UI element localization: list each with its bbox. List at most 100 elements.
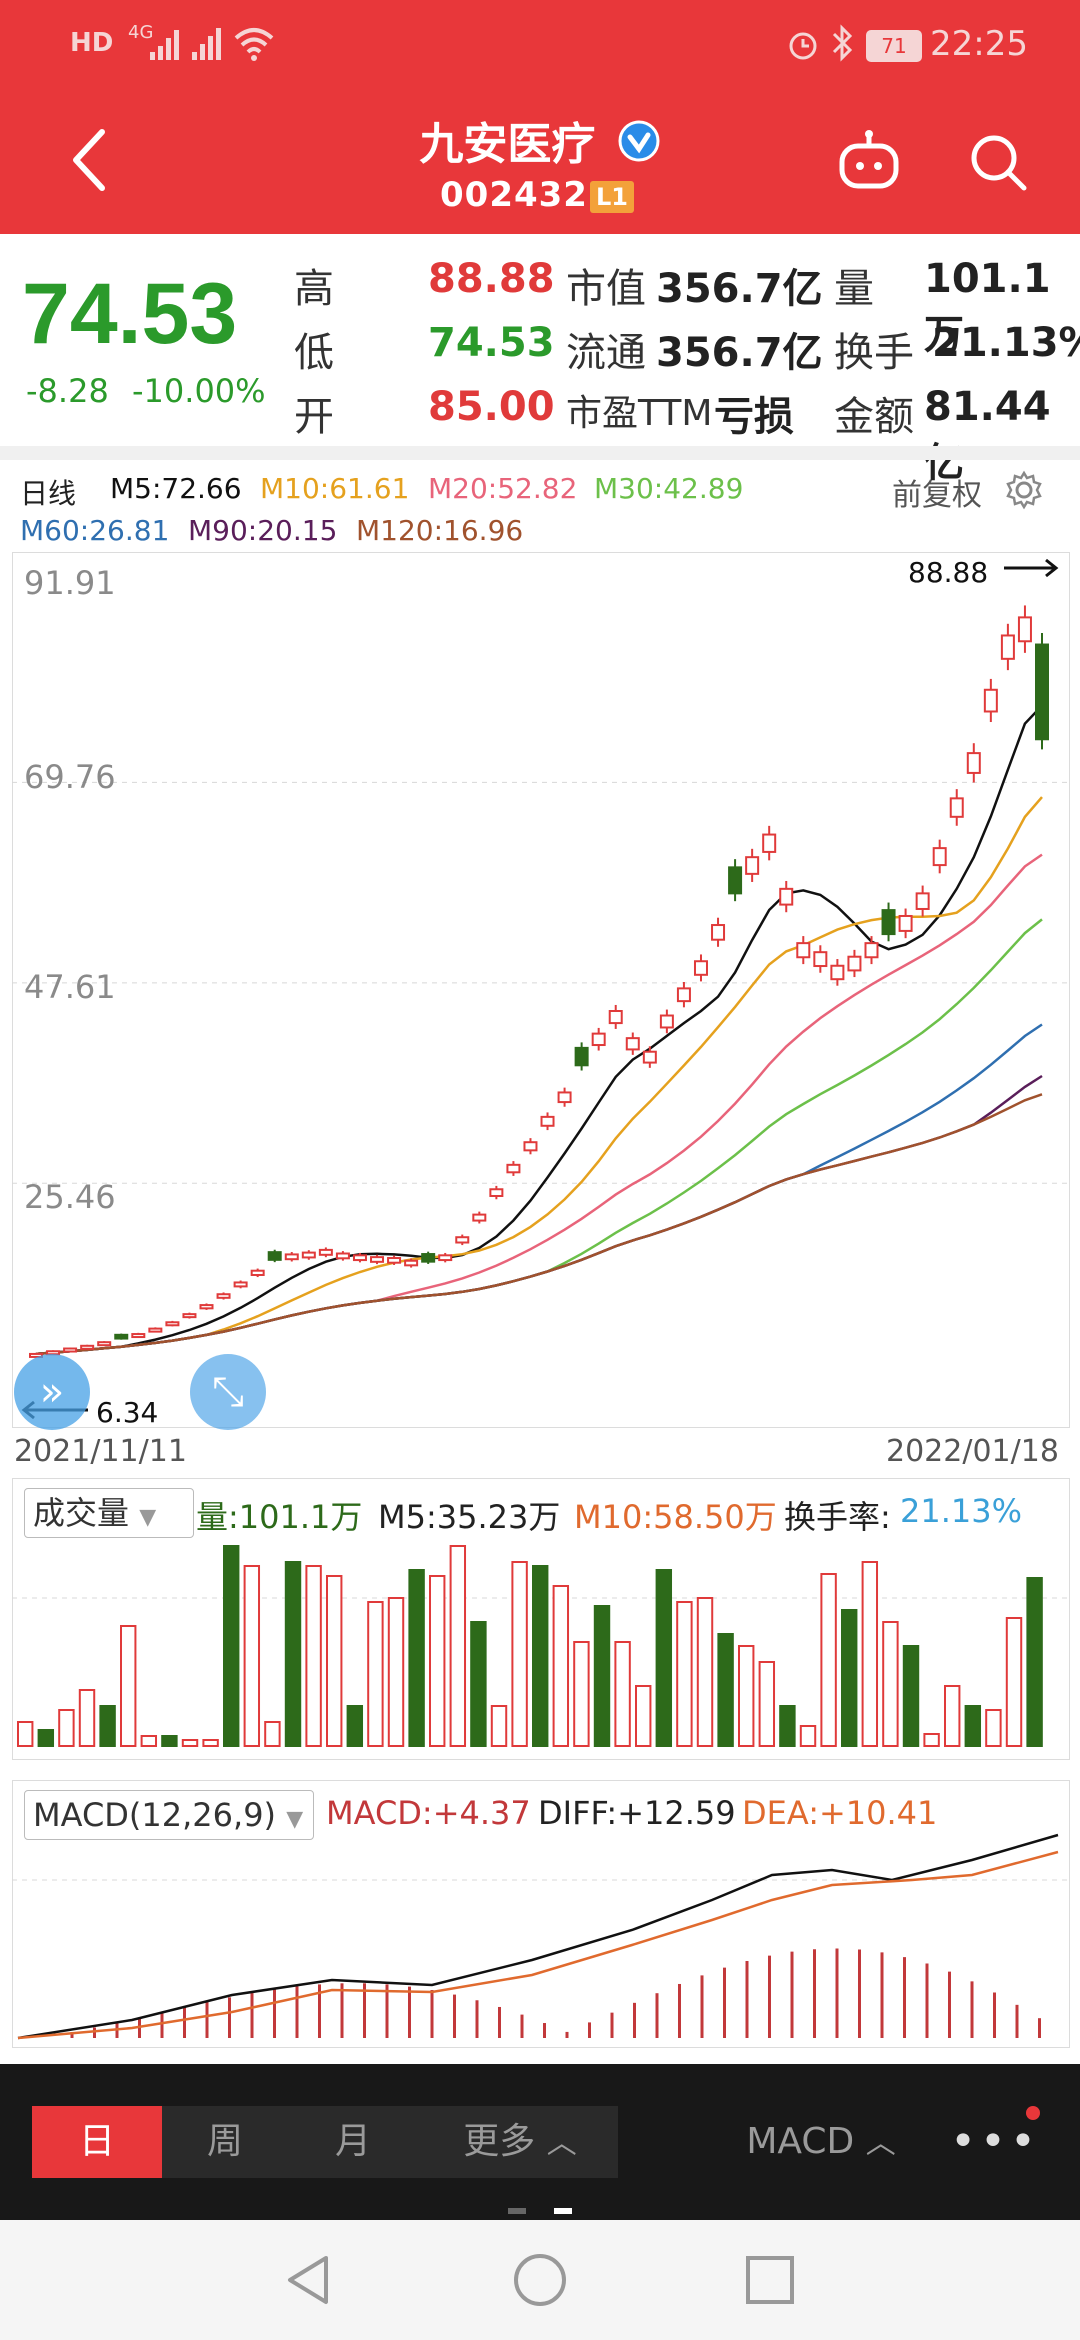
candle-up	[966, 752, 981, 774]
volume-bar-up	[1005, 1617, 1023, 1747]
candle-up	[762, 833, 777, 853]
pe-value: 亏损	[714, 394, 794, 440]
candle-up	[199, 1304, 214, 1310]
period-label: 日线	[20, 477, 77, 510]
candle-up	[796, 942, 811, 959]
network-4g-indicator: 4G	[128, 22, 154, 43]
price-change-pct: -10.00%	[132, 372, 266, 410]
tab-more[interactable]: 更多 ︿	[430, 2106, 610, 2178]
candle-up	[625, 1037, 640, 1051]
back-arrow-icon[interactable]	[62, 120, 122, 200]
volume-indicator-selector[interactable]: 成交量 ▼	[24, 1488, 194, 1538]
current-price: 74.53	[22, 266, 238, 362]
tab-month[interactable]: 月	[334, 2121, 371, 2162]
robot-assistant-icon[interactable]	[836, 130, 902, 192]
adjust-mode-button[interactable]: 前复权	[892, 478, 982, 513]
volume-bar-down	[841, 1609, 858, 1747]
candle-up	[352, 1254, 367, 1262]
ma30-line	[35, 918, 1043, 1356]
open-value: 85.00	[428, 384, 555, 430]
volume-panel	[12, 1478, 1070, 1760]
candle-up	[642, 1050, 657, 1064]
market-cap-value: 356.7亿	[656, 266, 823, 312]
end-date-label: 2022/01/18	[886, 1434, 1059, 1469]
volume-chart[interactable]	[12, 1478, 1068, 1758]
market-cap-label: 市值	[566, 266, 646, 312]
system-nav-bar	[0, 2220, 1080, 2340]
ma10-line	[35, 796, 1043, 1356]
tab-day[interactable]: 日	[32, 2106, 162, 2178]
candle-up	[523, 1141, 538, 1152]
expand-chart-button[interactable]: »	[14, 1354, 90, 1430]
volume-bar-up	[326, 1575, 343, 1747]
float-cap-value: 356.7亿	[656, 330, 823, 376]
macd-panel	[12, 1780, 1070, 2048]
candle-up	[455, 1236, 470, 1244]
candle-up	[864, 942, 879, 959]
turnover-rate-label: 换手率:	[784, 1498, 891, 1536]
macd-indicator-selector[interactable]: MACD(12,26,9) ▼	[24, 1790, 314, 1840]
candle-down	[881, 909, 896, 936]
dea-line	[17, 1850, 1059, 2040]
candle-up	[404, 1259, 419, 1267]
volume-bar-down	[779, 1705, 796, 1747]
volume-bar-down	[37, 1729, 55, 1747]
macd-value-label: MACD:+4.37	[326, 1794, 531, 1832]
macd-chart[interactable]	[12, 1780, 1068, 2046]
nav-home-icon[interactable]	[512, 2252, 568, 2308]
candle-up	[301, 1251, 316, 1259]
candle-down	[114, 1333, 129, 1340]
page-indicator-dot	[508, 2208, 526, 2214]
volume-bar-down	[1026, 1577, 1043, 1747]
amount-label: 金额	[834, 394, 914, 440]
ma5-line	[35, 704, 1043, 1356]
clock-time: 22:25	[930, 24, 1028, 64]
ma90-legend: M90:20.15	[188, 514, 338, 547]
candle-up	[983, 688, 998, 713]
candle-up	[711, 924, 726, 941]
volume-bar-up	[985, 1709, 1002, 1747]
candle-up	[233, 1281, 248, 1288]
candle-up	[63, 1347, 78, 1353]
candle-up	[148, 1327, 163, 1333]
pe-label: 市盈TTM	[566, 393, 713, 434]
candle-down	[421, 1253, 436, 1263]
volume-bar-up	[552, 1585, 570, 1747]
high-value: 88.88	[428, 256, 555, 302]
candle-up	[216, 1293, 231, 1299]
ma120-legend: M120:16.96	[356, 514, 524, 547]
candle-up	[182, 1313, 197, 1319]
candle-down	[1035, 643, 1049, 741]
tab-week[interactable]: 周	[206, 2121, 243, 2162]
battery-icon: 71	[866, 30, 922, 62]
candle-up	[250, 1269, 265, 1276]
nav-back-icon[interactable]	[282, 2252, 332, 2308]
volume-bar-up	[17, 1721, 34, 1747]
volume-bar-up	[635, 1685, 652, 1747]
volume-bar-down	[655, 1569, 673, 1747]
more-options-button[interactable]: •••	[950, 2116, 1040, 2167]
kline-chart[interactable]	[12, 552, 1068, 1428]
volume-bar-up	[614, 1641, 631, 1747]
ma20-legend: M20:52.82	[428, 472, 578, 505]
start-date-label: 2021/11/11	[14, 1434, 187, 1469]
indicator-switch-button[interactable]: MACD ︿	[726, 2106, 916, 2178]
volume-bar-up	[511, 1561, 528, 1747]
candle-down	[574, 1046, 589, 1067]
y-axis-label-4: 25.46	[24, 1178, 116, 1216]
page-indicator-dot-active	[554, 2208, 572, 2214]
settings-gear-icon[interactable]	[1004, 470, 1044, 510]
search-icon[interactable]	[966, 130, 1032, 196]
volume-bar-down	[964, 1705, 982, 1747]
ma30-legend: M30:42.89	[594, 472, 744, 505]
candle-up	[847, 955, 862, 972]
wifi-icon	[234, 28, 274, 61]
nav-recents-icon[interactable]	[744, 2254, 796, 2306]
alarm-icon	[789, 32, 817, 60]
volume-bar-up	[181, 1739, 199, 1747]
ma5-legend: M5:72.66	[110, 472, 242, 505]
y-axis-label-3: 47.61	[24, 968, 116, 1006]
chevron-up-icon: ︿	[546, 2126, 577, 2161]
float-cap-label: 流通	[566, 330, 646, 376]
fullscreen-chart-button[interactable]: ⤡	[190, 1354, 266, 1430]
